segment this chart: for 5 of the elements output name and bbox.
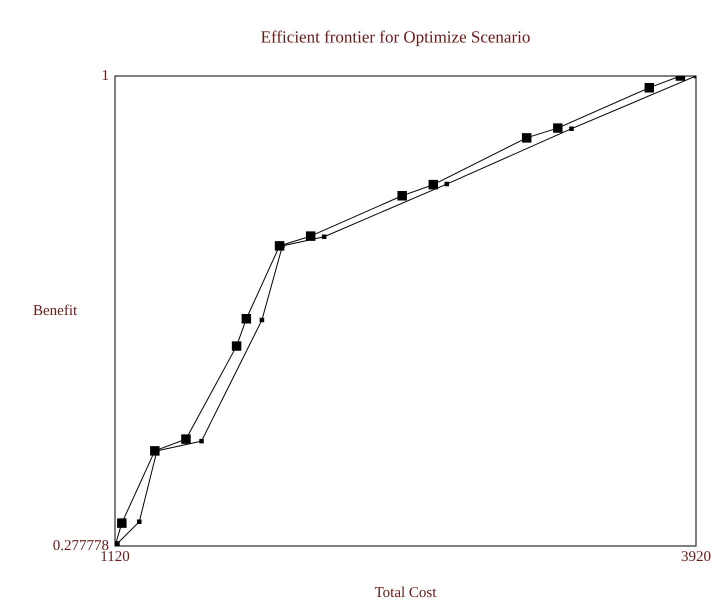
x-axis-title: Total Cost: [374, 584, 438, 601]
y-tick-label: 1: [102, 68, 109, 84]
chart-title: Efficient frontier for Optimize Scenario: [260, 27, 530, 46]
y-axis-title: Benefit: [33, 302, 78, 319]
x-tick-label: 3920: [681, 548, 711, 565]
